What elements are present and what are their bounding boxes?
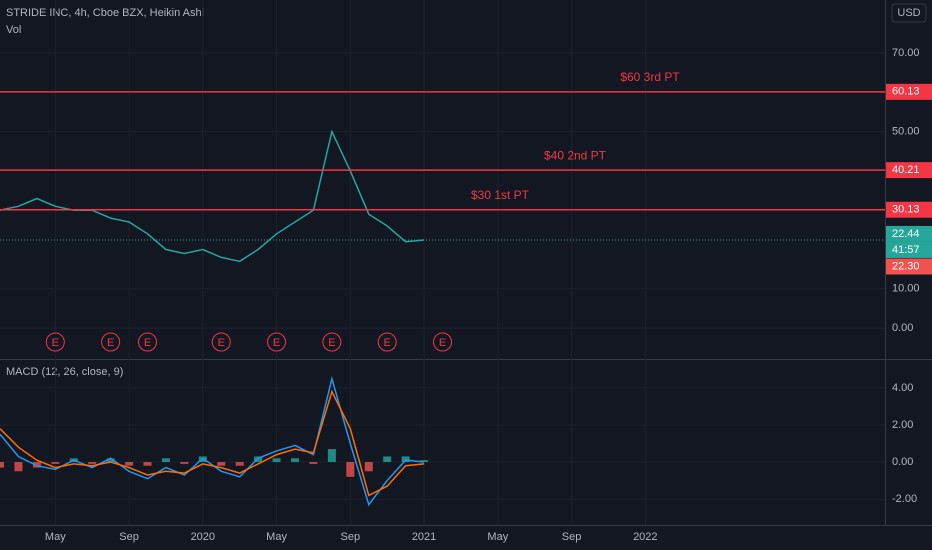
earnings-label: E	[218, 337, 225, 349]
y-tick-label: 50.00	[892, 126, 920, 138]
y-tick-label: 4.00	[892, 382, 913, 394]
currency-button[interactable]	[891, 3, 927, 23]
price-tag	[886, 83, 932, 100]
countdown-tag	[886, 241, 932, 258]
earnings-label: E	[273, 337, 280, 349]
histogram-bar	[51, 462, 60, 464]
y-tick-label: 0.00	[892, 322, 913, 334]
histogram-bar	[401, 456, 410, 463]
target-label: $60 3rd PT	[620, 70, 680, 84]
target-label: $40 2nd PT	[544, 148, 607, 162]
earnings-label: E	[439, 337, 446, 349]
histogram-bar	[106, 458, 115, 463]
x-tick-label: May	[45, 531, 66, 543]
price-tag	[886, 201, 932, 218]
price-tag-label: 60.13	[892, 86, 920, 98]
chart-title: STRIDE INC, 4h, Cboe BZX, Heikin Ashi	[6, 7, 204, 19]
price-tag-label: 22.30	[892, 260, 920, 272]
histogram-bar	[161, 458, 170, 463]
y-tick-label: -2.00	[892, 493, 917, 505]
histogram-bar	[309, 462, 318, 464]
earnings-marker	[433, 332, 452, 352]
currency[interactable]: USD	[897, 7, 920, 19]
series-line	[0, 389, 425, 497]
x-tick-label: Sep	[562, 531, 582, 543]
x-tick-label: 2020	[191, 531, 215, 543]
earnings-marker	[211, 332, 231, 352]
histogram-bar	[14, 462, 23, 472]
histogram-bar	[125, 462, 134, 466]
histogram-bar	[180, 462, 189, 464]
earnings-marker	[101, 332, 121, 352]
earnings-marker	[322, 332, 342, 352]
histogram-bar	[217, 462, 226, 466]
series-line	[0, 375, 425, 507]
histogram-bar	[364, 462, 373, 472]
y-tick-label: 0.00	[892, 456, 913, 468]
earnings-marker	[138, 332, 157, 352]
x-tick-label: May	[266, 531, 287, 543]
histogram-bar	[88, 462, 97, 464]
histogram-bar	[420, 460, 429, 463]
histogram-bar	[235, 462, 244, 466]
x-tick-label: May	[487, 531, 508, 543]
earnings-label: E	[144, 337, 151, 349]
countdown: 41:57	[892, 244, 920, 256]
x-tick-label: Sep	[119, 531, 139, 543]
price-tag-label: 40.21	[892, 164, 920, 176]
y-tick-label: 10.00	[892, 283, 920, 295]
target-label: $30 1st PT	[471, 188, 530, 202]
x-tick-label: 2021	[412, 531, 436, 543]
y-tick-label: 70.00	[892, 47, 920, 59]
earnings-marker	[45, 332, 65, 352]
price-tag-label: 22.44	[892, 228, 920, 240]
earnings-label: E	[107, 337, 114, 349]
histogram-bar	[143, 462, 152, 466]
histogram-bar	[383, 456, 392, 463]
price-tag	[886, 225, 932, 242]
histogram-bar	[272, 458, 281, 463]
x-tick-label: Sep	[341, 531, 361, 543]
earnings-label: E	[52, 337, 59, 349]
y-tick-label: 2.00	[892, 419, 913, 431]
histogram-bar	[346, 462, 355, 477]
price-tag	[886, 258, 932, 275]
histogram-bar	[32, 462, 41, 468]
earnings-marker	[267, 332, 287, 352]
histogram-bar	[291, 458, 299, 463]
volume-label: Vol	[6, 24, 21, 36]
earnings-label: E	[384, 337, 391, 349]
x-tick-label: 2022	[633, 531, 657, 543]
macd-title: MACD (12, 26, close, 9)	[6, 366, 123, 378]
histogram-bar	[0, 462, 4, 468]
earnings-label: E	[328, 337, 335, 349]
histogram-bar	[327, 449, 336, 463]
price-tag	[886, 162, 932, 179]
earnings-marker	[377, 332, 397, 352]
price-tag-label: 30.13	[892, 204, 920, 216]
